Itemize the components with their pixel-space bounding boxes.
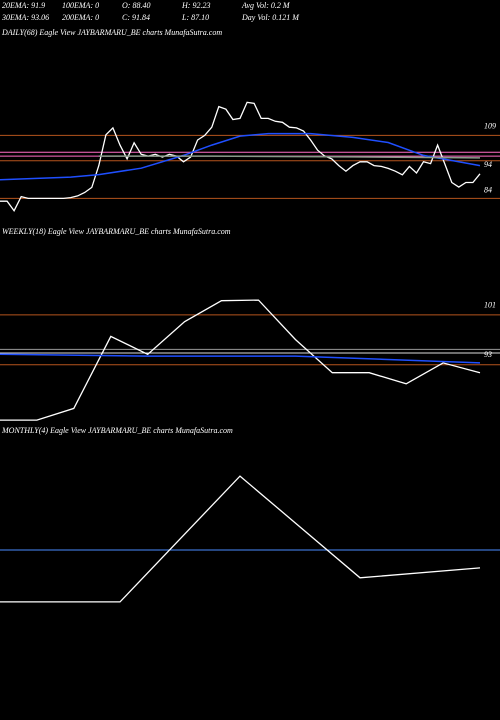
y-tick-label: 109 [484, 122, 496, 131]
panel-title: DAILY(68) Eagle View JAYBARMARU_BE chart… [1, 28, 222, 37]
stat: H: 92.23 [181, 1, 210, 10]
y-tick-label: 101 [484, 301, 496, 310]
stat: 200EMA: 0 [62, 13, 99, 22]
y-tick-label: 93 [484, 350, 492, 359]
stat: O: 88.40 [122, 1, 150, 10]
y-tick-label: 84 [484, 186, 492, 195]
price-line [0, 299, 481, 421]
price-line [98, 155, 481, 159]
stat: 100EMA: 0 [62, 1, 99, 10]
stat: C: 91.84 [122, 13, 150, 22]
stat: Day Vol: 0.121 M [241, 13, 300, 22]
stat: 20EMA: 91.9 [2, 1, 45, 10]
y-tick-label: 94 [484, 160, 492, 169]
price-line [0, 475, 481, 603]
price-line [0, 101, 481, 212]
panel-title: MONTHLY(4) Eagle View JAYBARMARU_BE char… [1, 426, 233, 435]
panel-title: WEEKLY(18) Eagle View JAYBARMARU_BE char… [2, 227, 231, 236]
stat: L: 87.10 [181, 13, 209, 22]
stat: Avg Vol: 0.2 M [241, 1, 291, 10]
stat: 30EMA: 93.06 [1, 13, 49, 22]
price-line [0, 353, 481, 364]
price-line [0, 132, 481, 181]
